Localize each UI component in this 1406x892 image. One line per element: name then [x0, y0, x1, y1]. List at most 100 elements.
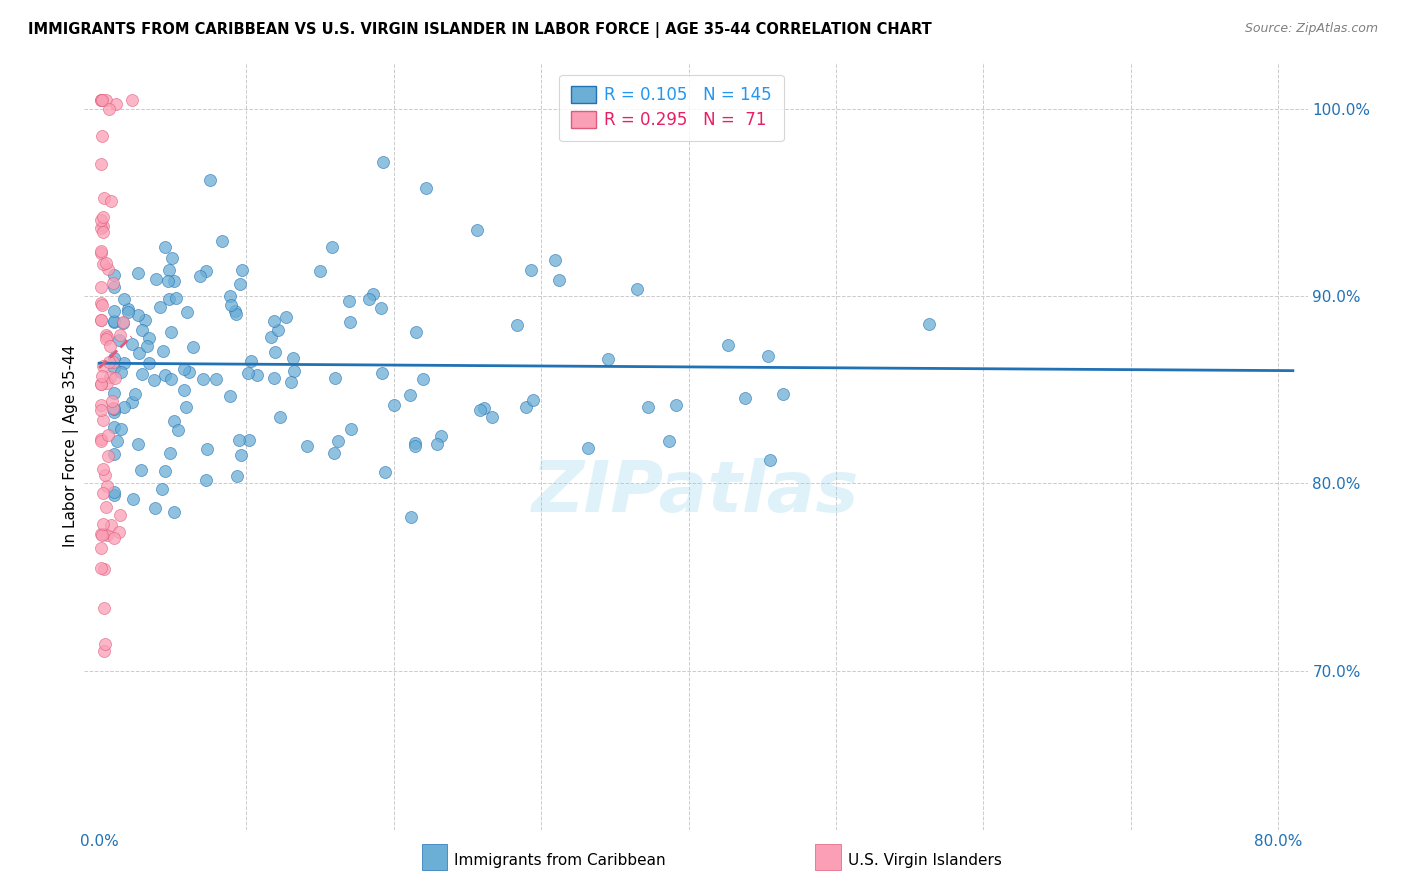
Point: [97, 355, 120, 369]
Point: [90, 313, 112, 327]
Point: [328, 434, 350, 449]
Point: [112, 315, 135, 329]
Point: [91, 93, 114, 107]
Point: [576, 441, 599, 455]
Point: [91, 485, 114, 500]
Point: [90, 296, 112, 310]
Point: [756, 349, 779, 363]
Point: [131, 367, 153, 381]
Point: [143, 500, 166, 515]
Point: [91, 257, 114, 271]
Point: [149, 300, 172, 314]
Point: [160, 372, 183, 386]
Point: [143, 374, 166, 388]
Point: [121, 394, 143, 409]
Point: [97, 449, 120, 463]
Point: [398, 388, 420, 402]
Point: [90, 528, 112, 542]
Point: [112, 400, 135, 414]
Point: [194, 473, 217, 487]
Point: [177, 365, 200, 379]
Point: [153, 464, 176, 478]
Point: [112, 292, 135, 306]
Point: [323, 371, 346, 385]
Point: [112, 356, 135, 370]
Point: [90, 561, 112, 575]
Point: [772, 387, 794, 401]
Point: [103, 401, 125, 416]
Point: [481, 409, 503, 424]
Point: [734, 391, 756, 405]
Point: [548, 273, 571, 287]
Point: [97, 262, 120, 277]
Point: [103, 401, 125, 415]
Point: [90, 403, 112, 417]
Point: [236, 366, 259, 380]
Legend: R = 0.105   N = 145, R = 0.295   N =  71: R = 0.105 N = 145, R = 0.295 N = 71: [560, 75, 783, 141]
Point: [246, 368, 269, 382]
Point: [98, 369, 121, 384]
Point: [465, 223, 488, 237]
Point: [506, 318, 529, 332]
Point: [323, 446, 346, 460]
Point: [100, 393, 122, 408]
Point: [226, 468, 249, 483]
Point: [103, 447, 125, 461]
Point: [267, 323, 290, 337]
Point: [90, 244, 112, 259]
Point: [90, 368, 112, 383]
Point: [90, 432, 112, 446]
Point: [103, 485, 125, 500]
Point: [918, 317, 941, 331]
Point: [382, 398, 405, 412]
Point: [98, 102, 121, 116]
Point: [173, 383, 195, 397]
Point: [155, 240, 177, 254]
Point: [103, 488, 125, 502]
Point: [110, 365, 132, 379]
Point: [93, 600, 115, 615]
Point: [361, 286, 384, 301]
Point: [128, 346, 150, 360]
Point: [90, 221, 112, 235]
Point: [103, 420, 125, 434]
Point: [134, 313, 156, 327]
Point: [404, 436, 426, 450]
Point: [90, 434, 112, 448]
Point: [183, 340, 205, 354]
Point: [263, 371, 285, 385]
Text: U.S. Virgin Islanders: U.S. Virgin Islanders: [848, 854, 1001, 868]
Point: [93, 562, 115, 576]
Point: [167, 423, 190, 437]
Point: [90, 527, 112, 541]
Point: [138, 331, 160, 345]
Point: [90, 398, 112, 412]
Point: [93, 191, 115, 205]
Point: [194, 264, 217, 278]
Point: [218, 289, 240, 303]
Point: [96, 479, 118, 493]
Text: ZIPatlas: ZIPatlas: [533, 458, 859, 526]
Point: [91, 517, 114, 532]
Text: Source: ZipAtlas.com: Source: ZipAtlas.com: [1244, 22, 1378, 36]
Point: [90, 313, 112, 327]
Point: [197, 442, 219, 457]
Point: [90, 93, 112, 107]
Point: [90, 376, 112, 391]
Point: [103, 371, 125, 385]
Point: [374, 465, 396, 479]
Point: [163, 414, 186, 428]
Point: [131, 323, 153, 337]
Point: [91, 219, 114, 233]
Point: [127, 308, 149, 322]
Point: [94, 327, 117, 342]
Point: [100, 194, 122, 208]
Point: [426, 437, 449, 451]
Point: [200, 173, 222, 187]
Point: [626, 282, 648, 296]
Point: [157, 292, 180, 306]
Point: [430, 429, 453, 443]
Point: [90, 157, 112, 171]
Point: [229, 277, 252, 291]
Point: [91, 226, 114, 240]
